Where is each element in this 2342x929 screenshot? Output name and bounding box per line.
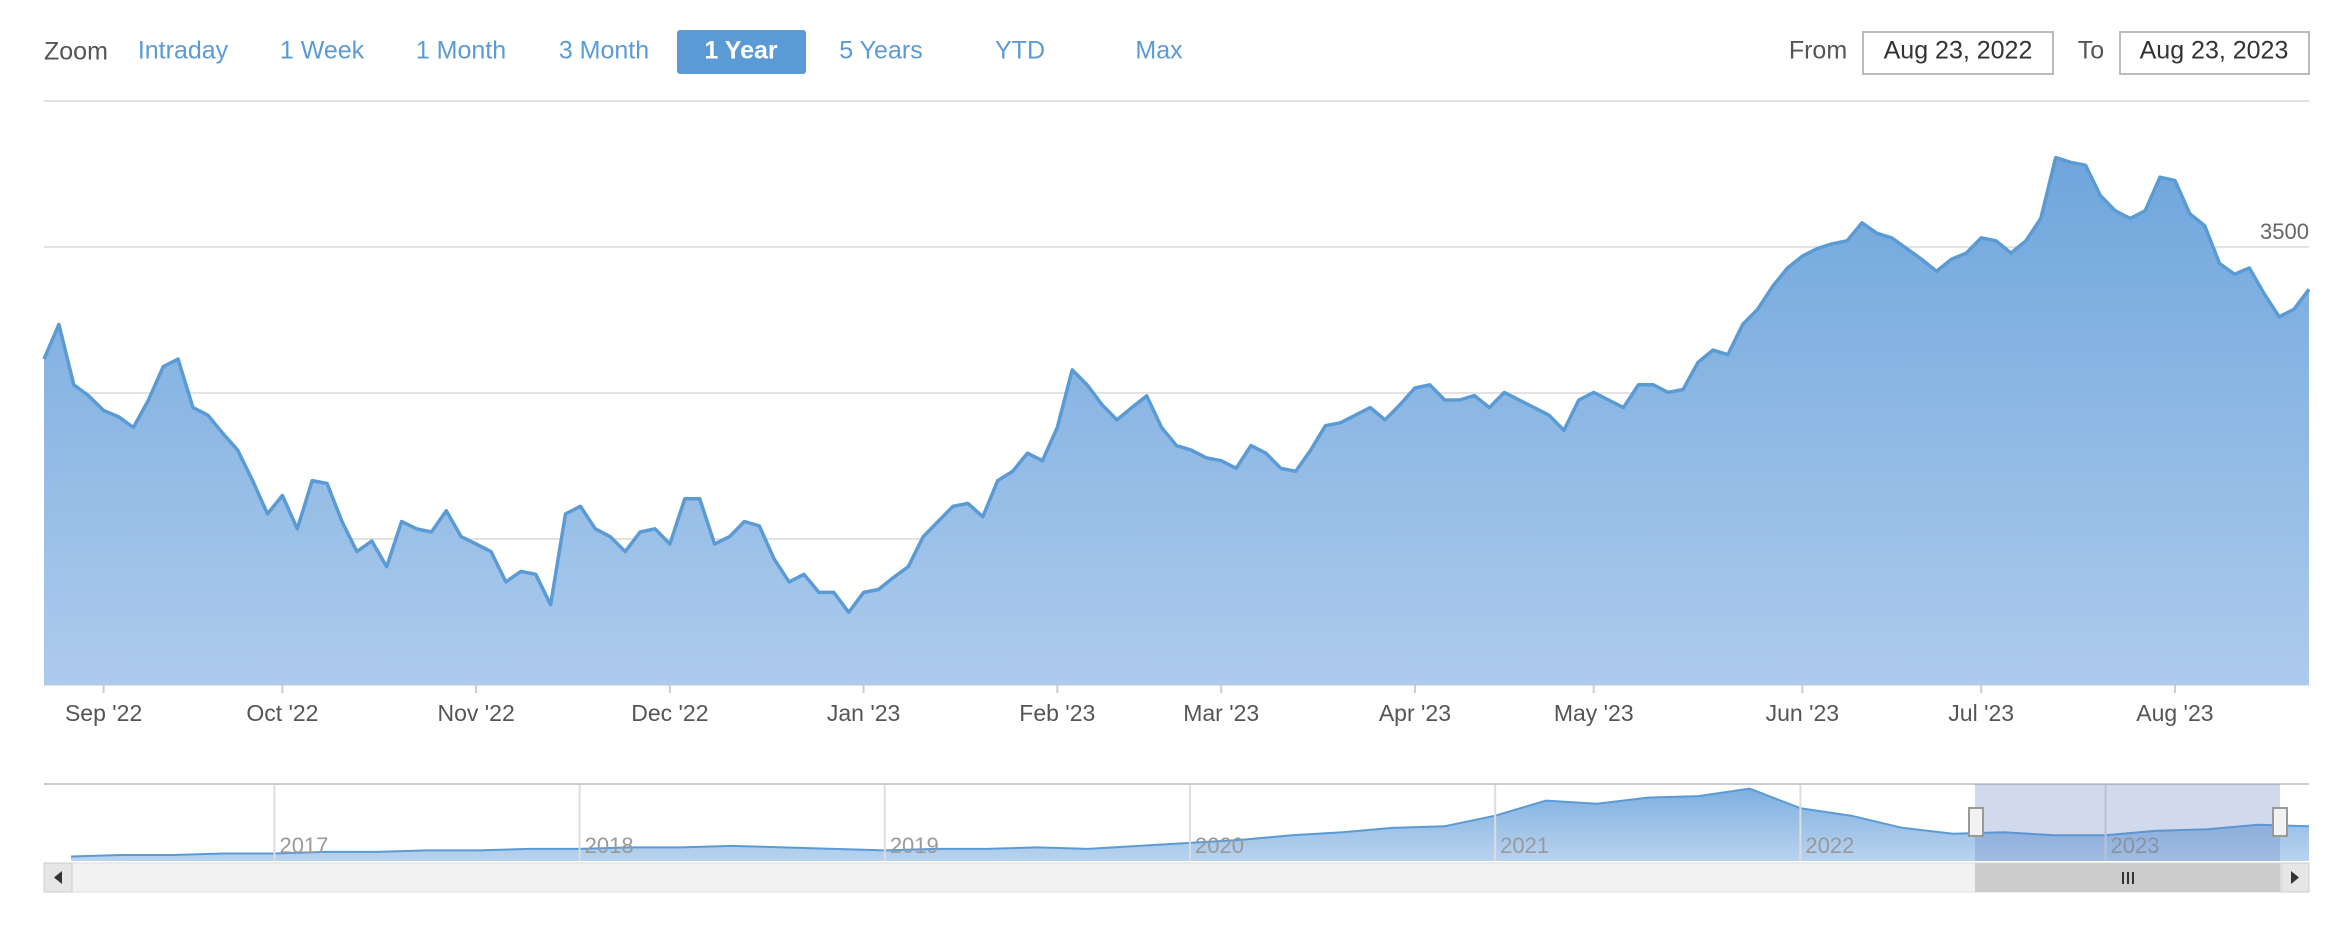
x-tick-label: Nov '22 (438, 700, 515, 726)
x-tick-label: Feb '23 (1019, 700, 1095, 726)
y-tick-label: 3500 (2260, 219, 2309, 244)
from-date[interactable]: Aug 23, 2022 (1884, 37, 2033, 65)
x-tick-label: Jun '23 (1766, 700, 1839, 726)
area-fill (44, 157, 2309, 686)
thumb-grip (2122, 872, 2134, 884)
nav-year-label: 2018 (585, 833, 634, 858)
to-input[interactable] (2119, 31, 2310, 75)
nav-year-label: 2023 (2111, 833, 2160, 858)
x-tick-label: Aug '23 (2136, 700, 2213, 726)
handle-left[interactable] (1968, 807, 1984, 837)
zoom-button[interactable]: Intraday (138, 37, 229, 65)
nav-year-label: 2020 (1195, 833, 1244, 858)
zoom-button[interactable]: 1 Year (704, 37, 778, 65)
to-date[interactable]: Aug 23, 2023 (2140, 37, 2289, 65)
zoom-button[interactable]: 5 Years (839, 37, 922, 65)
nav-year-label: 2022 (1805, 833, 1854, 858)
to-label: To (2078, 37, 2104, 65)
zoom-button-bg[interactable] (677, 30, 806, 74)
zoom-button[interactable]: 1 Month (416, 37, 506, 65)
area-fill (71, 788, 2309, 861)
from-input[interactable] (1862, 31, 2054, 75)
x-tick-label: Mar '23 (1183, 700, 1259, 726)
handle-right[interactable] (2272, 807, 2288, 837)
zoom-button[interactable]: Max (1135, 37, 1183, 65)
zoom-button[interactable]: 1 Week (280, 37, 365, 65)
nav-year-label: 2021 (1500, 833, 1549, 858)
navigator: 2017 2018 2019 2020 2021 2022 2023 (43, 783, 2310, 893)
scrollbar-track (43, 862, 2310, 893)
zoom-button[interactable]: YTD (995, 37, 1045, 65)
scroll-left-arrow (54, 871, 62, 884)
range-selector: Zoom Intraday 1 Week 1 Month 3 Month 1 Year 5 … (44, 30, 2310, 75)
x-tick-label: Apr '23 (1379, 700, 1451, 726)
x-tick-label: Jul '23 (1948, 700, 2014, 726)
navigator-selection (1975, 784, 2280, 861)
area-line (42, 155, 2311, 615)
nav-year-label: 2017 (279, 833, 328, 858)
x-tick-label: Jan '23 (827, 700, 900, 726)
from-label: From (1789, 37, 1847, 65)
zoom-label: Zoom (44, 38, 108, 66)
x-tick-label: May '23 (1554, 700, 1634, 726)
zoom-button[interactable]: 3 Month (559, 37, 649, 65)
nav-year-label: 2019 (890, 833, 939, 858)
x-tick-label: Sep '22 (65, 700, 142, 726)
x-tick-label: Dec '22 (631, 700, 708, 726)
scroll-left[interactable] (43, 862, 73, 893)
scroll-right-arrow (2291, 871, 2299, 884)
x-tick-label: Oct '22 (246, 700, 318, 726)
